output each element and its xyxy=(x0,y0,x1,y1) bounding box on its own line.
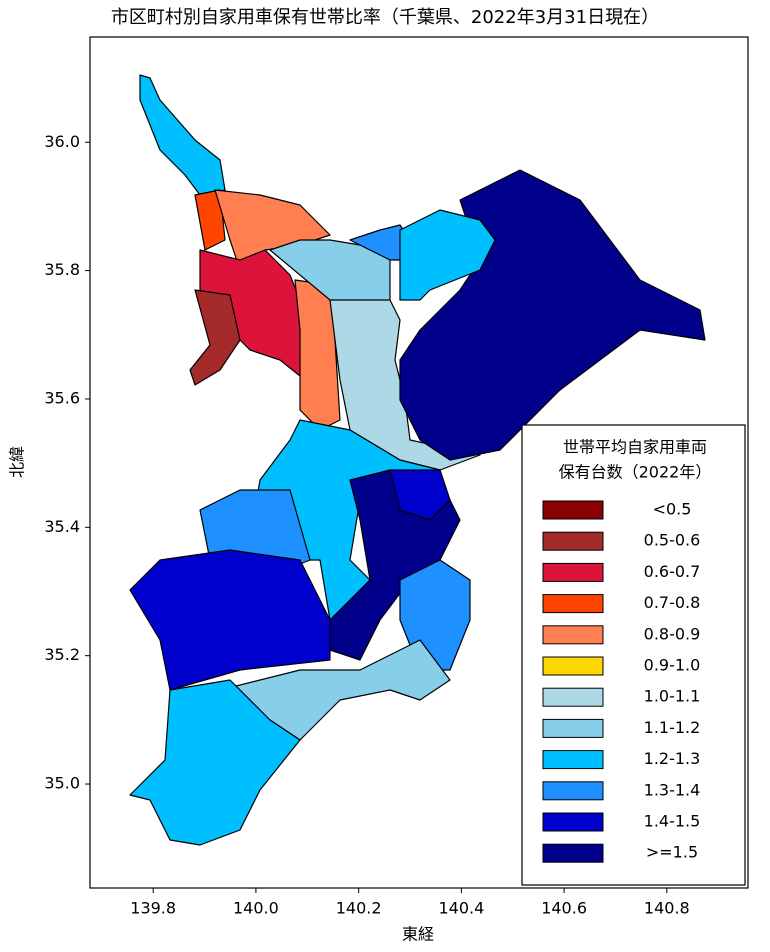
legend-label: 1.2-1.3 xyxy=(644,749,701,768)
legend-swatch xyxy=(542,687,604,707)
y-tick-label: 35.4 xyxy=(44,517,80,536)
legend-swatch xyxy=(542,656,604,676)
y-tick-label: 35.2 xyxy=(44,645,80,664)
x-tick-label: 140.8 xyxy=(644,899,690,918)
legend-swatch xyxy=(542,812,604,832)
legend-swatch xyxy=(542,625,604,645)
legend-swatch xyxy=(542,718,604,738)
legend-label: 1.1-1.2 xyxy=(644,718,701,737)
legend-swatch xyxy=(542,500,604,520)
legend-title: 世帯平均自家用車両 xyxy=(563,438,707,457)
legend-label: 0.6-0.7 xyxy=(644,562,701,581)
y-tick-label: 35.6 xyxy=(44,388,80,407)
legend-label: 1.0-1.1 xyxy=(644,687,701,706)
map-title: 市区町村別自家用車保有世帯比率（千葉県、2022年3月31日現在） xyxy=(111,7,659,28)
legend-swatch xyxy=(542,594,604,614)
legend-label: 1.4-1.5 xyxy=(644,812,701,831)
legend-swatch xyxy=(542,562,604,582)
x-tick-label: 140.0 xyxy=(233,899,279,918)
legend-title: 保有台数（2022年） xyxy=(559,463,712,482)
legend-label: 0.9-1.0 xyxy=(644,656,701,675)
y-tick-label: 36.0 xyxy=(44,132,80,151)
legend-swatch xyxy=(542,781,604,801)
y-tick-label: 35.0 xyxy=(44,774,80,793)
y-axis-label: 北緯 xyxy=(8,446,27,478)
legend-swatch xyxy=(542,843,604,863)
x-tick-label: 140.4 xyxy=(438,899,484,918)
x-axis-label: 東経 xyxy=(402,925,434,944)
x-tick-label: 139.8 xyxy=(130,899,176,918)
legend-label: 0.8-0.9 xyxy=(644,624,701,643)
prefecture-map xyxy=(129,74,706,846)
x-tick-label: 140.2 xyxy=(336,899,382,918)
legend-label: 0.5-0.6 xyxy=(644,531,701,550)
x-tick-label: 140.6 xyxy=(541,899,587,918)
legend-label: >=1.5 xyxy=(646,843,698,862)
legend-label: 0.7-0.8 xyxy=(644,593,701,612)
legend-label: 1.3-1.4 xyxy=(644,780,701,799)
legend-swatch xyxy=(542,531,604,551)
y-tick-label: 35.8 xyxy=(44,260,80,279)
legend-swatch xyxy=(542,750,604,770)
legend-label: <0.5 xyxy=(653,500,692,519)
